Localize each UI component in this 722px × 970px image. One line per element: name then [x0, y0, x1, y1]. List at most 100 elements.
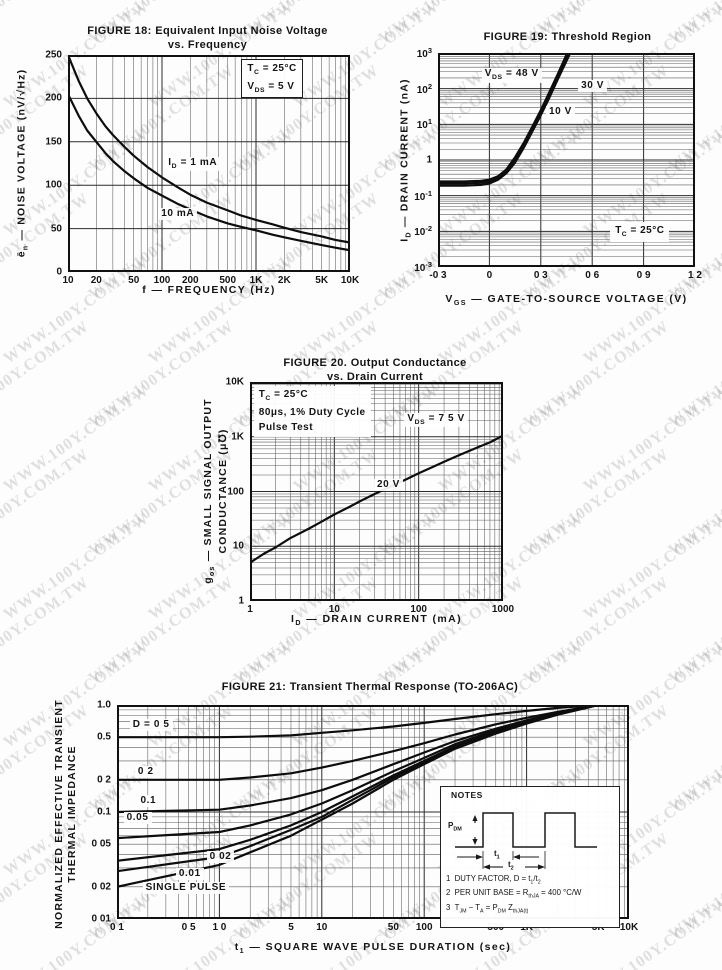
curve-VDS-10V — [438, 53, 572, 187]
pulse-trace — [455, 812, 597, 848]
pulse-waveform-diagram: PDM t1 t2 — [445, 799, 615, 872]
curve-ID-1mA — [68, 55, 350, 244]
x-tick-label: 2K — [277, 275, 291, 286]
x-tick-label: 100 — [415, 922, 433, 933]
x-tick-label: 1 — [247, 604, 253, 615]
notes-box: NOTES — [440, 786, 620, 928]
note-item-2: 2 PER UNIT BASE = RthJA = 400 °C/W — [446, 888, 582, 900]
figure-18-plot: 10 20 50 100 200 500 1K 2K 5K 10K 0 50 100 150 200 250 I… — [45, 50, 359, 287]
x-tick-label: 1 2 — [688, 270, 702, 281]
y-tick-label: 0 2 — [97, 774, 111, 786]
notes-title: NOTES — [451, 790, 483, 800]
figure-20-x-axis-label: ID — DRAIN CURRENT (mA) — [291, 613, 462, 628]
figure-19-x-axis-label: VGS — GATE-TO-SOURCE VOLTAGE (V) — [445, 293, 688, 308]
figure-18-y-axis-label: ēn — NOISE VOLTAGE (nV/√Hz) — [15, 68, 30, 258]
curve-label: 0.01 — [175, 868, 204, 881]
t1-label: t1 — [493, 849, 501, 861]
plot-border — [438, 53, 695, 267]
y-tick-label: 0.1 — [97, 806, 111, 818]
watermark-text: WWW.100Y.COM.TW — [435, 253, 588, 368]
curve-D-0.2 — [117, 705, 629, 781]
curve-label: VDS = 7 5 V — [404, 413, 468, 428]
x-tick-label: 0 6 — [585, 270, 600, 281]
figure-21-y-axis-label: NORMALIZED EFFECTIVE TRANSIENT THERMAL IM… — [52, 699, 78, 929]
note-item-3: 3 TJM − TA = PDM ZthJA(t) — [446, 902, 529, 915]
curve-gos — [250, 434, 503, 564]
x-tick-label: 10K — [340, 275, 360, 286]
figure-21-title: FIGURE 21: Transient Thermal Response (T… — [221, 681, 519, 693]
watermark-text: WWW.100Y.COM.TW — [520, 573, 673, 688]
y-tick-label: 0 01 — [91, 913, 111, 925]
x-tick-label: 10 — [62, 275, 74, 286]
figure-19-title: FIGURE 19: Threshold Region — [483, 31, 652, 43]
plot-border — [68, 55, 350, 272]
watermark-text: WWW.100Y.COM.TW — [520, 317, 673, 432]
t2-arrow-right — [538, 864, 545, 870]
figure-19-y-axis-label: ID — DRAIN CURRENT (nA) — [398, 78, 413, 242]
x-tick-label: 50 — [128, 275, 140, 286]
x-tick-label: 1K — [249, 275, 263, 286]
y-tick-label: 0 02 — [91, 881, 111, 893]
x-tick-label: 100 — [410, 604, 427, 615]
curve-label: 20 V — [373, 478, 403, 491]
y-tick-label: 100 — [227, 486, 244, 497]
curve-VDS-30V — [438, 53, 570, 185]
t1-arrow-left — [476, 854, 483, 860]
pdm-arrow-up — [472, 815, 478, 821]
y-tick-label: 10-3 — [414, 259, 432, 275]
watermark-text: WWW.100Y.COM.TW — [0, 317, 93, 432]
y-tick-label: 1K — [231, 431, 244, 443]
watermark-text: WWW.100Y.COM.TW — [665, 317, 722, 432]
figure-18-title: FIGURE 18: Equivalent Input Noise Voltag… — [87, 25, 328, 51]
y-tick-label: 100 — [45, 179, 62, 191]
plot-border — [117, 705, 629, 919]
y-tick-label: 200 — [45, 92, 62, 104]
y-tick-label: 101 — [416, 117, 432, 132]
y-tick-label: 0 — [56, 266, 62, 278]
y-tick-label: 10K — [225, 376, 244, 388]
x-tick-label: 20 — [90, 275, 102, 286]
y-tick-label: 103 — [416, 45, 432, 61]
x-tick-label: 0 — [486, 270, 493, 281]
x-tick-label: 100 — [153, 275, 171, 286]
watermark-text: WWW.100Y.COM.TW — [520, 445, 673, 560]
annotation: TC = 25°C VDS = 5 V — [241, 59, 303, 99]
figure-21-x-axis-label: t1 — SQUARE WAVE PULSE DURATION (sec) — [234, 941, 512, 956]
plot-canvas — [438, 53, 695, 267]
curve-label: 0.1 — [137, 795, 160, 808]
x-tick-label: 50 — [387, 922, 399, 933]
x-tick-label: 1000 — [491, 604, 515, 615]
y-tick-label: 50 — [50, 223, 62, 235]
x-tick-label: 200 — [181, 275, 199, 286]
x-tick-label: 10 — [328, 604, 340, 615]
notes-items: 1 DUTY FACTOR, D = t1/t2 2 PER UNIT BASE… — [446, 873, 616, 916]
t2-label: t2 — [507, 860, 515, 872]
t1-arrow-right — [513, 854, 520, 860]
pulse-waveform-icon — [455, 812, 597, 870]
x-tick-label: 10K — [619, 922, 639, 933]
note-item-1: 1 DUTY FACTOR, D = t1/t2 — [446, 874, 541, 886]
plot-border — [250, 382, 503, 601]
y-tick-label: 0 05 — [91, 838, 111, 850]
x-tick-label: 10 — [316, 922, 328, 933]
figure-20-title: FIGURE 20. Output Conductance vs. Drain … — [283, 357, 467, 383]
x-tick-label: 1 0 — [212, 922, 227, 933]
watermark-text: WWW.100Y.COM.TW — [580, 509, 722, 624]
watermark-text: WWW.100Y.COM.TW — [85, 573, 238, 688]
curve-label: 0 2 — [134, 766, 157, 779]
annotation: TC = 25°C — [610, 222, 670, 242]
pdm-label: PDM — [447, 821, 463, 833]
curve-single-pulse — [117, 705, 629, 888]
curve-label: 0.05 — [123, 812, 152, 825]
y-tick-label: 150 — [45, 136, 62, 148]
y-tick-label: 10 — [232, 540, 244, 552]
x-tick-label: -0 3 — [429, 270, 447, 281]
x-tick-label: 0 9 — [636, 270, 651, 281]
curve-label: 10 V — [545, 105, 575, 118]
watermark-text: WWW.100Y.COM.TW — [665, 701, 722, 816]
x-tick-label: 5 — [288, 922, 294, 933]
figure-20-y-axis-label: gos — SMALL SIGNAL OUTPUT CONDUCTANCE (μ℧… — [201, 398, 229, 584]
y-tick-label: 1.0 — [97, 699, 111, 711]
curve-label: 30 V — [578, 80, 608, 93]
